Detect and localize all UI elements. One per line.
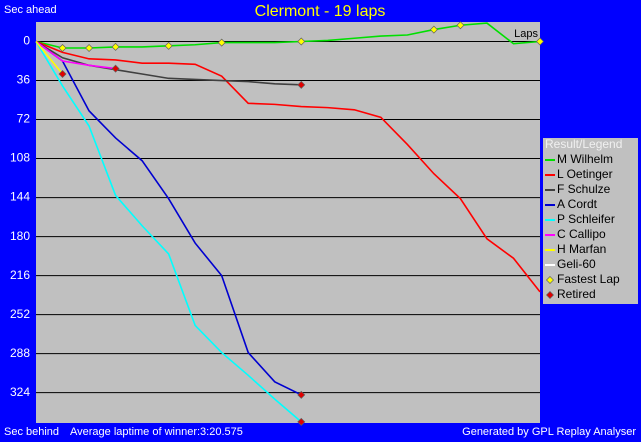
fastest-lap-marker: [164, 41, 173, 50]
y-tick-label: 324: [10, 385, 30, 399]
legend-label: L Oetinger: [557, 167, 613, 181]
legend-box: [543, 138, 638, 304]
legend-swatch: [546, 276, 554, 284]
fastest-lap-marker: [456, 21, 465, 30]
lines: [35, 22, 541, 423]
legend-label: H Marfan: [557, 242, 606, 256]
legend-label: P Schleifer: [557, 212, 615, 226]
legend-label: Retired: [557, 287, 596, 301]
y-tick-label: 252: [10, 307, 30, 321]
y-tick-label: 144: [10, 190, 30, 204]
series-line: [35, 22, 541, 49]
footer-right: Generated by GPL Replay Analyser: [462, 426, 636, 438]
series-line: [35, 41, 64, 75]
y-label-top: Sec ahead: [4, 4, 57, 16]
fastest-lap-marker: [297, 37, 306, 46]
legend-label: C Callipo: [557, 227, 606, 241]
y-tick-label: 180: [10, 229, 30, 243]
fastest-lap-marker: [58, 44, 67, 53]
series-line: [35, 40, 116, 70]
y-tick-label: 288: [10, 346, 30, 360]
retired-marker: [58, 70, 67, 79]
fastest-lap-marker: [111, 42, 120, 51]
fastest-lap-marker: [217, 38, 226, 47]
fastest-lap-marker: [429, 25, 438, 34]
y-tick-label: 0: [23, 34, 30, 48]
y-tick-label: 72: [17, 112, 31, 126]
retired-marker: [297, 80, 306, 89]
legend-title: Result/Legend: [545, 137, 622, 151]
legend-label: F Schulze: [557, 182, 611, 196]
legend-label: Fastest Lap: [557, 272, 620, 286]
markers: [58, 21, 544, 426]
fastest-lap-marker: [536, 37, 544, 46]
y-tick-label: 108: [10, 151, 30, 165]
retired-marker: [297, 390, 306, 399]
series-line: [35, 40, 302, 396]
legend-label: A Cordt: [557, 197, 598, 211]
fastest-lap-marker: [85, 44, 94, 53]
legend-label: Geli-60: [557, 257, 596, 271]
chart-title: Clermont - 19 laps: [255, 3, 386, 20]
footer-left: Average laptime of winner:3:20.575: [70, 426, 243, 438]
series-line: [35, 40, 541, 293]
y-tick-label: 36: [17, 73, 31, 87]
retired-marker: [297, 417, 306, 426]
legend-swatch: [546, 291, 554, 299]
series-line: [35, 40, 302, 86]
x-label: Laps: [514, 28, 538, 40]
y-tick-label: 216: [10, 268, 30, 282]
plot-area: [36, 22, 540, 423]
legend-label: M Wilhelm: [557, 152, 613, 166]
retired-marker: [111, 64, 120, 73]
grid: 0 36 72 108 144 180 216 252 288 324: [10, 34, 540, 399]
y-label-bottom: Sec behind: [4, 426, 59, 438]
series-line: [35, 41, 302, 423]
